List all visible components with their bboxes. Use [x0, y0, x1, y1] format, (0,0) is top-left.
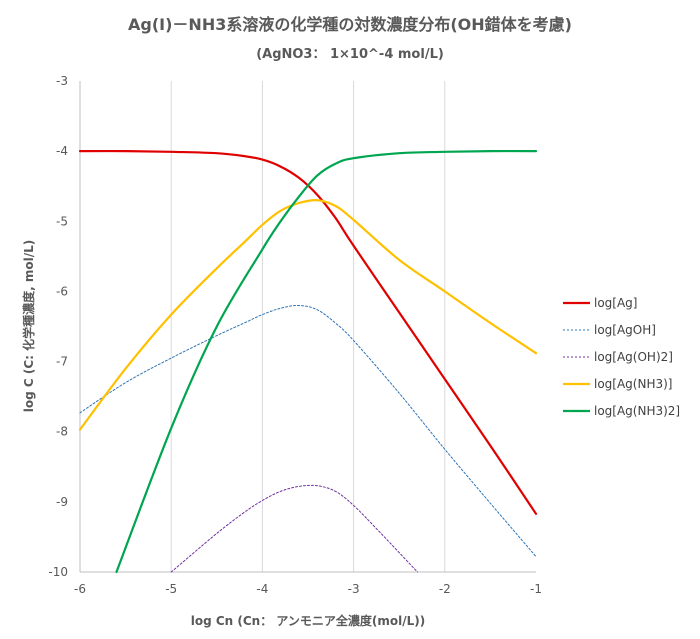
legend: log[Ag] log[AgOH] log[Ag(OH)2] log[Ag(NH3)]…	[563, 296, 680, 418]
y-tick-label: -7	[56, 355, 68, 369]
plot-area	[78, 81, 538, 574]
x-axis-label: log Cn (Cn： アンモニア全濃度(mol/L))	[191, 613, 426, 628]
legend-label-log-ag-oh-2: log[Ag(OH)2]	[594, 350, 673, 364]
x-tick-label: -3	[348, 582, 360, 596]
series-line-log-ag-oh-2	[170, 484, 418, 573]
series-line-log-ag-nh3	[78, 199, 538, 431]
series-group	[78, 149, 538, 574]
legend-label-log-ag-nh3-2: log[Ag(NH3)2]	[594, 404, 680, 418]
y-tick-labels: -3 -4 -5 -6 -7 -8 -9 -10	[48, 74, 68, 579]
y-axis-label: log C (C: 化学種濃度, mol/L)	[21, 240, 36, 413]
legend-label-log-ag: log[Ag]	[594, 296, 637, 310]
x-tick-label: -6	[74, 582, 86, 596]
series-line-log-ag-nh3-2	[115, 149, 538, 574]
y-tick-label: -4	[56, 144, 68, 158]
series-line-log-ag	[78, 149, 538, 515]
series-line-log-agoh	[79, 304, 537, 558]
x-tick-label: -1	[530, 582, 542, 596]
legend-label-log-agoh: log[AgOH]	[594, 323, 656, 337]
y-tick-label: -8	[56, 425, 68, 439]
y-tick-label: -3	[56, 74, 68, 88]
chart-subtitle: (AgNO3： 1×10^-4 mol/L)	[256, 47, 444, 62]
y-tick-label: -10	[48, 565, 68, 579]
axes	[79, 81, 536, 573]
x-tick-labels: -6 -5 -4 -3 -2 -1	[74, 582, 542, 596]
y-tick-label: -9	[56, 495, 68, 509]
y-tick-label: -5	[56, 214, 68, 228]
grid	[170, 81, 446, 572]
x-tick-label: -2	[439, 582, 451, 596]
x-tick-label: -5	[165, 582, 177, 596]
x-tick-label: -4	[256, 582, 268, 596]
chart-title: Ag(I)－NH3系溶液の化学種の対数濃度分布(OH錯体を考慮)	[128, 15, 572, 34]
y-tick-label: -6	[56, 284, 68, 298]
legend-label-log-ag-nh3: log[Ag(NH3)]	[594, 377, 672, 391]
